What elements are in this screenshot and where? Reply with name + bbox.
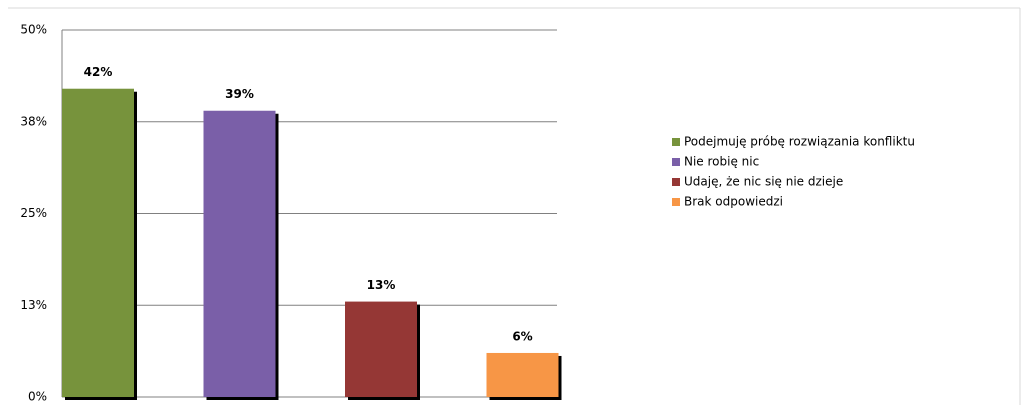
value-label: 39% — [225, 87, 254, 101]
y-tick-label: 38% — [20, 114, 47, 128]
value-label: 13% — [367, 278, 396, 292]
bar — [62, 88, 134, 397]
legend-label: Udaję, że nic się nie dzieje — [684, 175, 843, 189]
y-tick-label: 50% — [20, 23, 47, 37]
legend-swatch — [672, 198, 680, 206]
bar — [486, 352, 559, 397]
legend-swatch — [672, 158, 680, 166]
value-label: 42% — [84, 65, 113, 79]
legend-label: Podejmuję próbę rozwiązania konfliktu — [684, 135, 915, 149]
bar — [345, 301, 417, 397]
y-tick-label: 13% — [20, 298, 47, 312]
value-label: 6% — [512, 329, 532, 343]
bar — [203, 110, 276, 398]
y-tick-label: 0% — [28, 390, 47, 404]
legend-label: Brak odpowiedzi — [684, 195, 783, 209]
legend-swatch — [672, 138, 680, 146]
y-tick-label: 25% — [20, 206, 47, 220]
legend-swatch — [672, 178, 680, 186]
legend-label: Nie robię nic — [684, 155, 759, 169]
